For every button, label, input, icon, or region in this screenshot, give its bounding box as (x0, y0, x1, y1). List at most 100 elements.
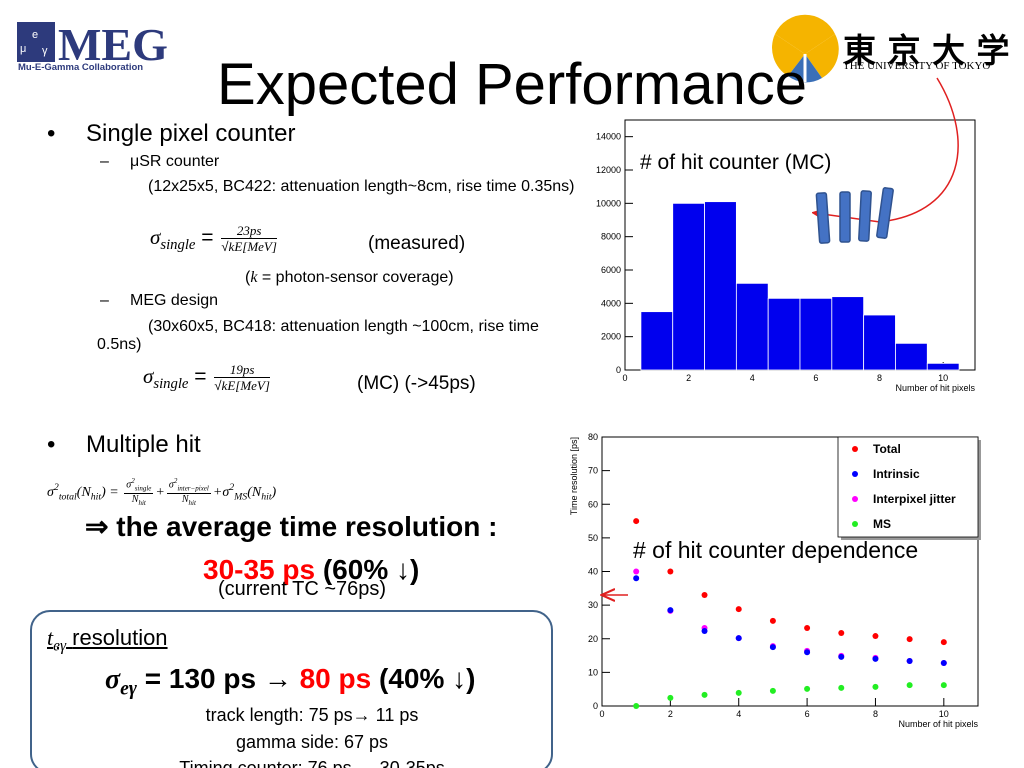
formula-part: = (201, 226, 214, 250)
note: (MC) (->45ps) (357, 373, 476, 394)
formula-part: (40% ↓) (379, 663, 476, 694)
text-part: eγ (53, 637, 67, 655)
bar (863, 314, 896, 371)
chart-annotation: # of hit counter (MC) (640, 151, 832, 174)
summary-line: Timing counter: 76 ps → 30-35ps (179, 758, 445, 768)
summary-line: track length: 75 ps→ 11 ps (205, 705, 419, 725)
summary-line: gamma side: 67 ps (235, 732, 389, 752)
formula-part: √ (214, 378, 222, 393)
formula-part: 19ps (214, 363, 270, 378)
sub-bullet: MEG design (130, 292, 219, 309)
y-tick-label: 14000 (596, 132, 621, 142)
x-tick-label: 6 (805, 709, 810, 719)
coverage: (k = photon-sensor coverage) (245, 270, 454, 286)
point (667, 568, 674, 575)
y-tick-label: 8000 (601, 232, 621, 242)
x-tick-label: 0 (622, 373, 627, 383)
formula-part: hit (188, 499, 196, 508)
point (769, 687, 776, 694)
university-name-en: THE UNIVERSITY OF TOKYO (843, 60, 991, 72)
point (872, 655, 879, 662)
result: 30-35 ps (203, 554, 316, 585)
text-part: = photon-sensor coverage) (261, 269, 454, 286)
formula-part: total (58, 491, 77, 503)
fraction: 23ps √kE[MeV] (221, 224, 277, 254)
formula-part: inter−pixel (177, 484, 209, 493)
formula-part: σ (143, 364, 154, 389)
formula-part: 2 (53, 482, 59, 494)
point (769, 644, 776, 651)
formula-part: ) (271, 484, 277, 500)
formula-part: eγ (120, 678, 137, 700)
note: (measured) (368, 233, 466, 254)
legend-marker (852, 471, 858, 477)
formula-part: ) (101, 484, 106, 500)
formula-part: 2 (229, 482, 235, 494)
point (906, 682, 913, 689)
formula-part: 2 (173, 477, 178, 485)
chart-annotation: # of hit counter dependence (633, 537, 919, 563)
formula-part: single (134, 484, 152, 493)
text-part: ( (245, 269, 251, 286)
university-name: 東 京 大 学 (843, 31, 1010, 70)
current: (current TC ~76ps) (218, 578, 387, 600)
formula: σsingle = 19ps √kE[MeV] (143, 363, 272, 393)
x-tick-label: 8 (873, 709, 878, 719)
y-axis-label: Time resolution [ps] (569, 437, 579, 515)
formula-part: kE[MeV] (221, 377, 270, 393)
formula-part: N (181, 494, 189, 506)
point (940, 639, 947, 646)
bar (672, 202, 705, 371)
x-tick-label: 10 (938, 373, 948, 383)
point (701, 628, 708, 635)
formula-part: + (155, 484, 165, 500)
legend-marker (852, 496, 858, 502)
formula-part: +σ (212, 484, 230, 500)
formula-part: MS (234, 491, 248, 503)
legend-marker (852, 446, 858, 452)
point (735, 635, 742, 642)
bullet-marker: • (47, 120, 56, 147)
formula-part: = (109, 484, 119, 500)
point (633, 518, 640, 525)
legend-label: Interpixel jitter (873, 492, 956, 506)
y-tick-label: 20 (588, 634, 598, 644)
point (804, 649, 811, 656)
x-tick-label: 0 (599, 709, 604, 719)
formula-part: (N (76, 484, 91, 500)
formula-part: kE[MeV] (228, 238, 277, 254)
y-tick-label: 60 (588, 499, 598, 509)
dash-marker: – (100, 153, 109, 170)
formula-part: 23ps (221, 224, 277, 239)
point (906, 657, 913, 664)
point (838, 653, 845, 660)
bullet: Single pixel counter (86, 120, 296, 147)
result-line: 30-35 ps (60% ↓) (203, 556, 419, 584)
text-part: resolution (72, 625, 168, 650)
slide-title: Expected Performance (217, 52, 807, 117)
bar (926, 362, 960, 371)
point (633, 703, 640, 709)
x-tick-label: 2 (668, 709, 673, 719)
x-tick-label: 4 (750, 373, 755, 383)
bullet-marker: • (47, 431, 56, 458)
fraction: 19ps √kE[MeV] (214, 363, 270, 393)
logo-icon-text: e (32, 29, 39, 41)
fraction: σ2inter−pixel Nhit (166, 477, 211, 508)
y-tick-label: 2000 (601, 332, 621, 342)
x-tick-label: 8 (877, 373, 882, 383)
bullet: Multiple hit (86, 431, 201, 458)
university-emblem (772, 14, 839, 83)
y-tick-label: 0 (593, 701, 598, 711)
formula-part: 2 (131, 477, 135, 485)
point (804, 624, 811, 631)
formula-part: hit (261, 491, 272, 503)
bar (831, 296, 865, 371)
point (701, 592, 708, 599)
bar (640, 311, 674, 371)
x-tick-label: 2 (686, 373, 691, 383)
point (735, 689, 742, 696)
y-tick-label: 30 (588, 600, 598, 610)
formula-part: N (131, 494, 139, 506)
